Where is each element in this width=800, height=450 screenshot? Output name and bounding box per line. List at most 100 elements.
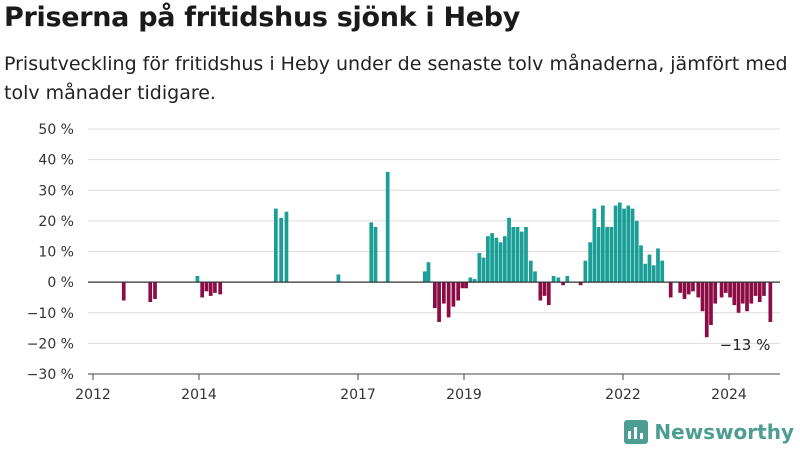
logo-icon (624, 420, 649, 444)
bar (426, 262, 431, 283)
bar (546, 282, 551, 306)
bar (451, 282, 456, 307)
x-tick-label: 2017 (340, 387, 376, 403)
bar (565, 276, 570, 283)
bar (432, 282, 437, 309)
bar (284, 211, 289, 283)
x-tick-labels: 2012 2014 2017 2019 2022 2024 (75, 374, 747, 403)
bar (446, 282, 451, 318)
bar (369, 222, 374, 283)
bar (273, 208, 278, 283)
y-tick-label: −30 % (27, 367, 74, 383)
bar (481, 257, 486, 283)
bar (732, 282, 737, 306)
bar (656, 248, 660, 283)
bar (279, 217, 284, 283)
bar (477, 253, 482, 283)
bar (437, 282, 441, 322)
bar (485, 236, 490, 283)
bar (613, 205, 618, 283)
y-tick-label: 20 % (38, 214, 74, 230)
bar (740, 282, 745, 304)
bar (556, 277, 561, 283)
x-tick-label: 2024 (711, 387, 747, 403)
logo-text: Newsworthy (654, 420, 794, 444)
bar (691, 282, 695, 292)
y-tick-label: −20 % (27, 336, 74, 352)
bar (195, 276, 200, 283)
bars (121, 171, 773, 338)
bar (745, 282, 749, 312)
bar (528, 260, 533, 283)
y-tick-label: −10 % (27, 306, 74, 322)
bar (634, 220, 639, 283)
bar (218, 282, 223, 295)
bar (456, 282, 461, 301)
chart-subtitle: Prisutveckling för fritidshus i Heby und… (4, 53, 788, 104)
x-tick-label: 2014 (181, 387, 217, 403)
bar (709, 282, 713, 325)
bar (148, 282, 153, 303)
bar (647, 254, 652, 283)
y-tick-label: 0 % (47, 275, 74, 291)
bar (601, 205, 605, 283)
bar (578, 282, 583, 286)
bar (583, 260, 588, 283)
bar (622, 208, 626, 283)
bar (596, 227, 601, 283)
bar (757, 282, 762, 303)
bar (464, 282, 468, 289)
bar (668, 282, 673, 298)
y-tick-label: 10 % (38, 245, 74, 261)
bar (498, 242, 503, 283)
bar (686, 282, 691, 295)
bar (723, 282, 728, 293)
bar (442, 282, 446, 304)
bar (700, 282, 705, 312)
bar (422, 271, 427, 283)
bar (617, 202, 622, 283)
bar (736, 282, 741, 313)
x-tick-label: 2022 (605, 387, 641, 403)
bar (609, 227, 614, 283)
bar (713, 282, 718, 304)
y-tick-label: 40 % (38, 153, 74, 169)
bar (749, 282, 754, 304)
bar (660, 260, 665, 283)
bar (551, 276, 556, 283)
bar (639, 245, 643, 283)
bar (502, 236, 507, 283)
bar (704, 282, 709, 338)
bar (511, 227, 516, 283)
bar (121, 282, 126, 301)
bar (696, 282, 701, 298)
bar (460, 282, 465, 289)
bar (519, 231, 524, 283)
bar (533, 271, 537, 283)
bar (200, 282, 205, 298)
bar (719, 282, 724, 298)
x-tick-label: 2012 (75, 387, 111, 403)
last-value-label: −13 % (720, 336, 771, 354)
bar (542, 282, 547, 296)
bar (605, 227, 609, 283)
bar (762, 282, 766, 296)
bar (507, 217, 511, 283)
bar (213, 282, 217, 293)
chart-title: Priserna på fritidshus sjönk i Heby (4, 2, 521, 33)
bar (472, 279, 477, 283)
bar (728, 282, 732, 298)
bar (678, 282, 683, 293)
y-tick-label: 50 % (38, 122, 74, 138)
bar (208, 282, 213, 296)
grid-lines (88, 128, 780, 344)
x-tick-label: 2019 (446, 387, 482, 403)
bar (630, 208, 635, 283)
bar (385, 171, 390, 283)
bar (153, 282, 157, 299)
y-tick-label: 30 % (38, 183, 74, 199)
bar (561, 282, 565, 286)
bar (682, 282, 687, 299)
bar (538, 282, 543, 301)
